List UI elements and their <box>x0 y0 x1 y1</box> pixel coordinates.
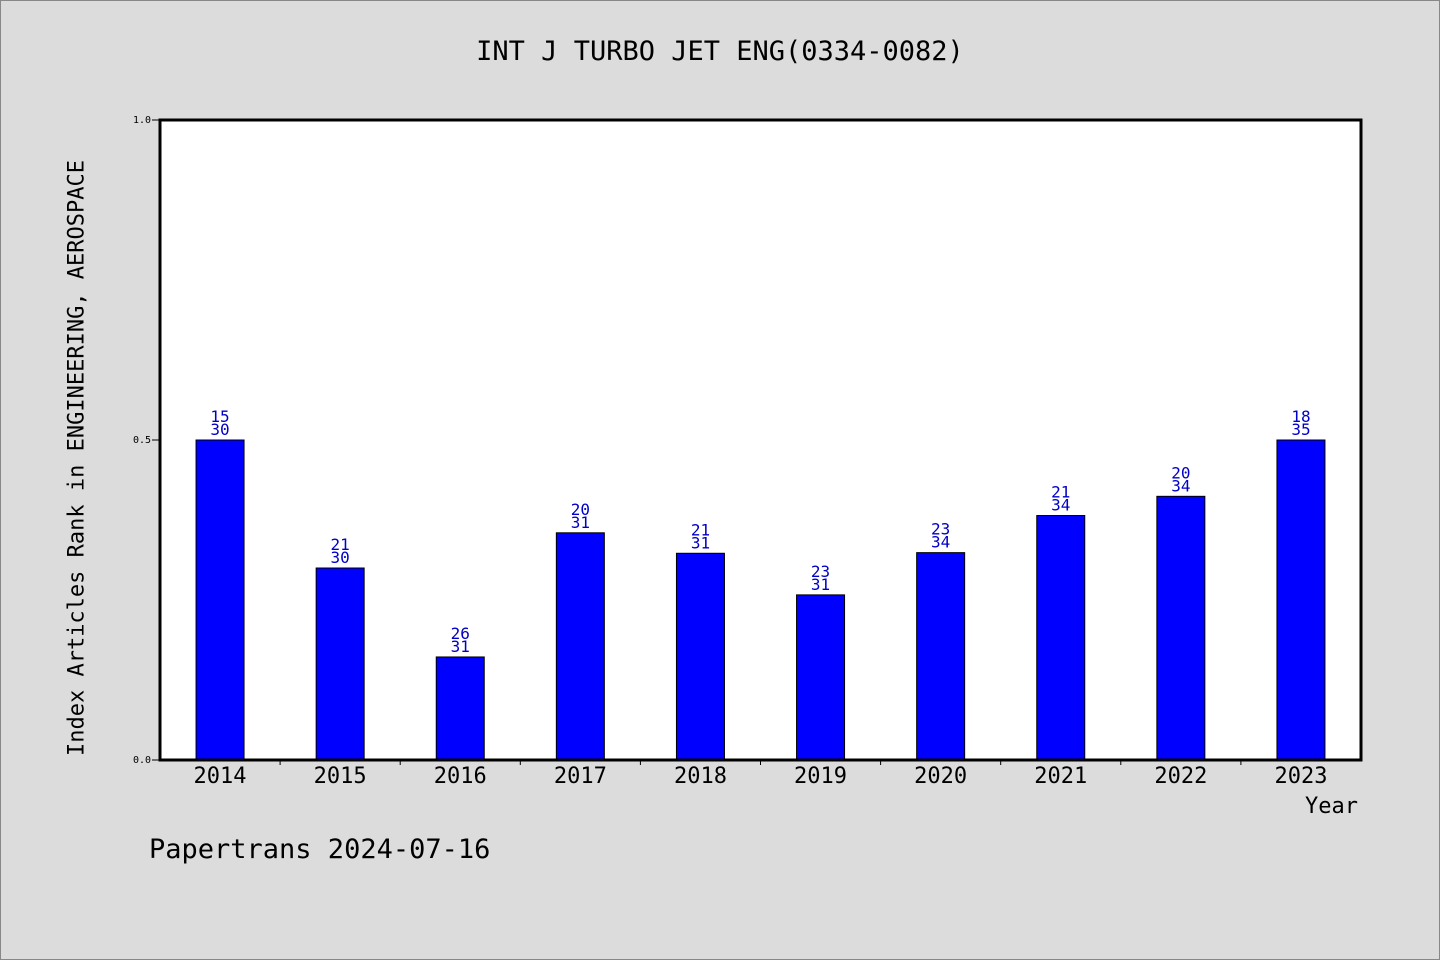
x-tick-label-2016: 2016 <box>434 764 487 789</box>
x-tick-label-2019: 2019 <box>794 764 847 789</box>
y-tick-label-2: 1.0 <box>133 115 151 126</box>
bar-2016 <box>435 656 485 761</box>
x-tick-label-2015: 2015 <box>314 764 367 789</box>
x-axis-label: Year <box>1305 794 1358 819</box>
chart-title: INT J TURBO JET ENG(0334-0082) <box>476 36 964 67</box>
x-tick-label-2021: 2021 <box>1034 764 1087 789</box>
x-tick-label-2018: 2018 <box>674 764 727 789</box>
bar-rank-label-2023: 18 <box>1291 407 1310 426</box>
bar-rank-label-2017: 20 <box>571 500 590 519</box>
x-tick-label-2023: 2023 <box>1274 764 1327 789</box>
bar-rank-label-2015: 21 <box>331 535 350 554</box>
bar-rank-label-2016: 26 <box>451 624 470 643</box>
bar-rank-label-2014: 15 <box>210 407 229 426</box>
bar-rank-label-2019: 23 <box>811 562 830 581</box>
bar-2017 <box>555 532 605 761</box>
bar-total-label-2016: 31 <box>451 637 470 656</box>
bar-rank-label-2021: 21 <box>1051 483 1070 502</box>
bar-2018 <box>675 552 725 761</box>
bar-2022 <box>1156 495 1206 761</box>
bar-total-label-2023: 35 <box>1291 420 1310 439</box>
bar-total-label-2022: 34 <box>1171 476 1190 495</box>
bar-2015 <box>315 567 365 761</box>
bar-2019 <box>796 594 846 761</box>
bar-total-label-2021: 34 <box>1051 496 1070 515</box>
bar-total-label-2020: 34 <box>931 533 950 552</box>
y-tick-label-0: 0.0 <box>133 755 151 766</box>
y-tick-label-1: 0.5 <box>133 435 151 446</box>
bar-total-label-2018: 31 <box>691 533 710 552</box>
footer-credit: Papertrans 2024-07-16 <box>149 834 491 865</box>
bar-rank-label-2020: 23 <box>931 520 950 539</box>
x-tick-label-2017: 2017 <box>554 764 607 789</box>
bar-2014 <box>195 439 245 761</box>
bar-2020 <box>916 552 966 761</box>
x-tick-label-2022: 2022 <box>1154 764 1207 789</box>
x-tick-label-2020: 2020 <box>914 764 967 789</box>
bar-total-label-2017: 31 <box>571 513 590 532</box>
bar-2021 <box>1036 515 1086 761</box>
plot-border <box>158 118 1363 762</box>
bar-total-label-2015: 30 <box>331 548 350 567</box>
bar-total-label-2014: 30 <box>210 420 229 439</box>
x-tick-label-2014: 2014 <box>194 764 247 789</box>
bar-rank-label-2018: 21 <box>691 520 710 539</box>
bar-total-label-2019: 31 <box>811 575 830 594</box>
bar-rank-label-2022: 20 <box>1171 463 1190 482</box>
bar-2023 <box>1276 439 1326 761</box>
